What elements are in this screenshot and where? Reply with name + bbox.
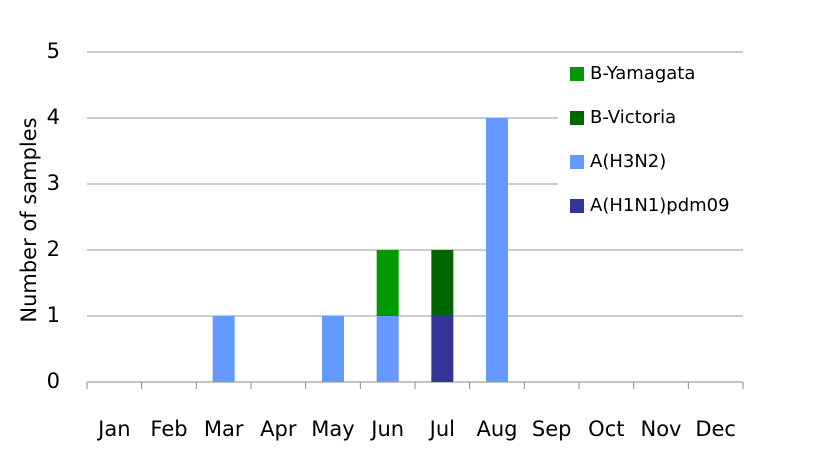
bar-segment bbox=[322, 316, 344, 382]
bar-segment bbox=[376, 316, 399, 382]
legend-label: B-Victoria bbox=[590, 107, 676, 128]
bar-segment bbox=[376, 250, 399, 316]
x-tick-label: Feb bbox=[150, 417, 187, 441]
x-tick-label: Jan bbox=[96, 417, 130, 441]
bar-segment bbox=[431, 316, 454, 382]
x-tick-label: Oct bbox=[588, 417, 624, 441]
y-tick-label: 5 bbox=[47, 39, 60, 63]
x-tick-label: Apr bbox=[260, 417, 297, 441]
y-tick-label: 1 bbox=[47, 303, 60, 327]
legend-box bbox=[558, 55, 758, 225]
y-tick-label: 0 bbox=[47, 369, 60, 393]
x-tick-label: Jun bbox=[369, 417, 404, 441]
x-tick-label: Nov bbox=[641, 417, 682, 441]
x-tick-label: Sep bbox=[532, 417, 572, 441]
x-tick-label: Aug bbox=[476, 417, 517, 441]
legend-swatch bbox=[570, 111, 584, 125]
y-axis-label: Number of samples bbox=[17, 117, 41, 322]
y-tick-label: 2 bbox=[47, 237, 60, 261]
legend-label: B-Yamagata bbox=[590, 63, 695, 84]
y-tick-label: 3 bbox=[47, 171, 60, 195]
legend-label: A(H3N2) bbox=[590, 151, 666, 172]
x-tick-label: Dec bbox=[695, 417, 736, 441]
x-tick-label: May bbox=[311, 417, 354, 441]
x-tick-label: Mar bbox=[204, 417, 244, 441]
y-tick-label: 4 bbox=[47, 105, 60, 129]
legend-swatch bbox=[570, 199, 584, 213]
legend-label: A(H1N1)pdm09 bbox=[590, 195, 730, 216]
bar-segment bbox=[212, 316, 235, 382]
legend-swatch bbox=[570, 155, 584, 169]
bar-segment bbox=[431, 250, 454, 316]
bar-segment bbox=[486, 118, 508, 382]
legend-swatch bbox=[570, 67, 584, 81]
x-tick-label: Jul bbox=[428, 417, 455, 441]
